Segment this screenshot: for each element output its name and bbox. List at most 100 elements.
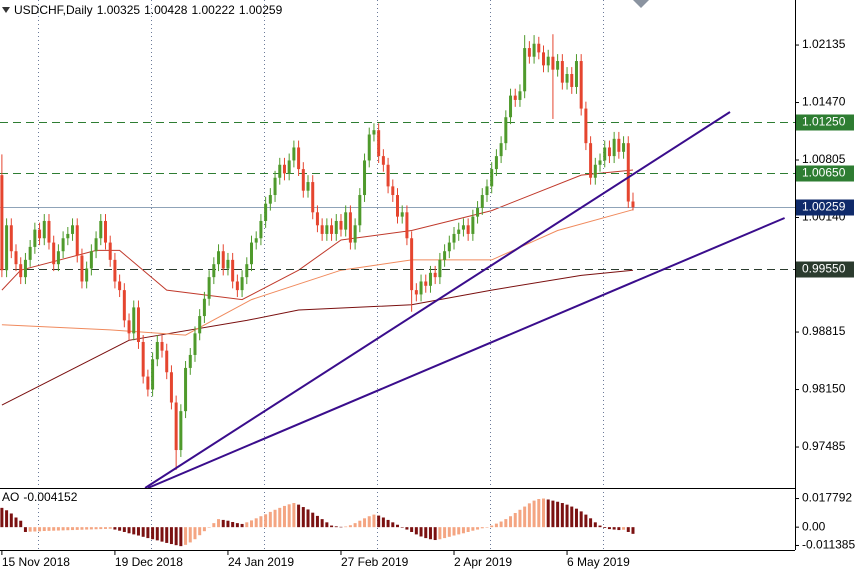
candle-body [118, 281, 122, 291]
candle-body [33, 229, 37, 247]
axis-layer: 15 Nov 2018 19 Dec 2018 24 Jan 2019 27 Feb … [1, 37, 855, 569]
ao-bar [574, 508, 578, 528]
ao-bar [391, 522, 395, 528]
header-high: 1.00428 [144, 3, 188, 17]
ao-bar [217, 519, 221, 528]
ao-bar [5, 510, 9, 528]
ao-bar [151, 527, 155, 540]
x-tick-label: 19 Dec 2018 [115, 555, 183, 569]
candle-body [174, 402, 178, 451]
candle-body [212, 264, 216, 278]
candle-body [419, 281, 423, 295]
ao-bar [518, 509, 522, 528]
ao-bar [476, 527, 480, 530]
y-tick-label: 1.00805 [802, 152, 846, 166]
ao-bar [546, 499, 550, 528]
ao-bar [589, 518, 593, 528]
header-low: 1.00222 [191, 3, 235, 17]
ao-bar [42, 527, 46, 532]
ao-bar [466, 527, 470, 532]
ao-bar [226, 520, 230, 528]
candle-body [377, 130, 381, 157]
y-tick-label: 1.02135 [802, 37, 846, 51]
ao-bar [231, 522, 235, 528]
candle-body [391, 186, 395, 196]
ao-bar [579, 511, 583, 528]
ao-bar [221, 519, 225, 528]
ao-bar [287, 504, 291, 528]
candle-body [325, 225, 329, 234]
ao-bar [146, 527, 150, 539]
candle-body [94, 238, 98, 252]
moving-average [1, 269, 634, 406]
ao-bar [414, 527, 418, 535]
candle-body [264, 203, 268, 221]
candle-body [504, 117, 508, 144]
ao-bar [363, 518, 367, 528]
ao-bar [509, 516, 513, 528]
candle-body [99, 220, 103, 239]
candle-body [598, 160, 602, 165]
ao-bar [132, 527, 136, 535]
candle-body [66, 233, 70, 239]
candle-body [424, 281, 428, 286]
candle-body [476, 207, 480, 217]
candle-body [560, 61, 564, 83]
candle-body [61, 238, 65, 252]
ao-bar [617, 527, 621, 531]
candle-body [396, 195, 399, 217]
ao-bar [259, 516, 263, 528]
ao-bar [141, 527, 145, 537]
x-tick-label: 2 Apr 2019 [454, 555, 512, 569]
candle-body [151, 359, 155, 390]
ao-bar [339, 526, 343, 528]
ao-bar [212, 523, 216, 528]
ao-bar [245, 522, 249, 528]
ao-bar [358, 520, 362, 528]
candle-body [136, 307, 140, 342]
candle-body [127, 320, 131, 334]
candle-body [315, 212, 319, 226]
candle-body [47, 220, 51, 243]
level-label-box [796, 261, 854, 278]
ao-bar [405, 527, 409, 530]
candle-body [184, 367, 188, 412]
candle-body [527, 48, 531, 57]
chart-header: USDCHF,Daily 1.00325 1.00428 1.00222 1.00259 [14, 3, 283, 17]
ao-bar [537, 499, 541, 528]
candle-body [344, 212, 348, 230]
ao-bar [23, 527, 27, 532]
candle-body [217, 251, 221, 265]
ao-bar [433, 527, 437, 541]
shift-marker [633, 0, 649, 8]
candle-body [612, 138, 616, 157]
ao-bar [169, 527, 173, 545]
candle-body [282, 164, 286, 174]
ao-bar [527, 503, 531, 528]
ao-bar [607, 527, 611, 530]
candle-body [160, 341, 164, 351]
current-price-box [796, 199, 854, 216]
ao-bar [207, 527, 211, 528]
ao-bar [471, 527, 475, 531]
candle-body [169, 372, 173, 403]
ao-bar [372, 514, 376, 528]
candle-body [108, 242, 112, 260]
candle-body [381, 156, 385, 165]
ao-bar [410, 527, 414, 532]
candle-body [28, 246, 32, 260]
ao-bar [52, 527, 56, 531]
candle-body [617, 138, 621, 152]
x-tick-label: 6 May 2019 [567, 555, 630, 569]
candle-body [410, 238, 414, 291]
ao-bar [47, 527, 51, 531]
ao-bar [85, 527, 89, 530]
candle-body [259, 220, 263, 239]
ao-bar [268, 511, 272, 528]
candle-body [452, 233, 456, 243]
candle-body [631, 201, 635, 208]
ao-bar [19, 520, 23, 528]
candle-body [85, 268, 89, 282]
ao-bar [94, 527, 98, 530]
